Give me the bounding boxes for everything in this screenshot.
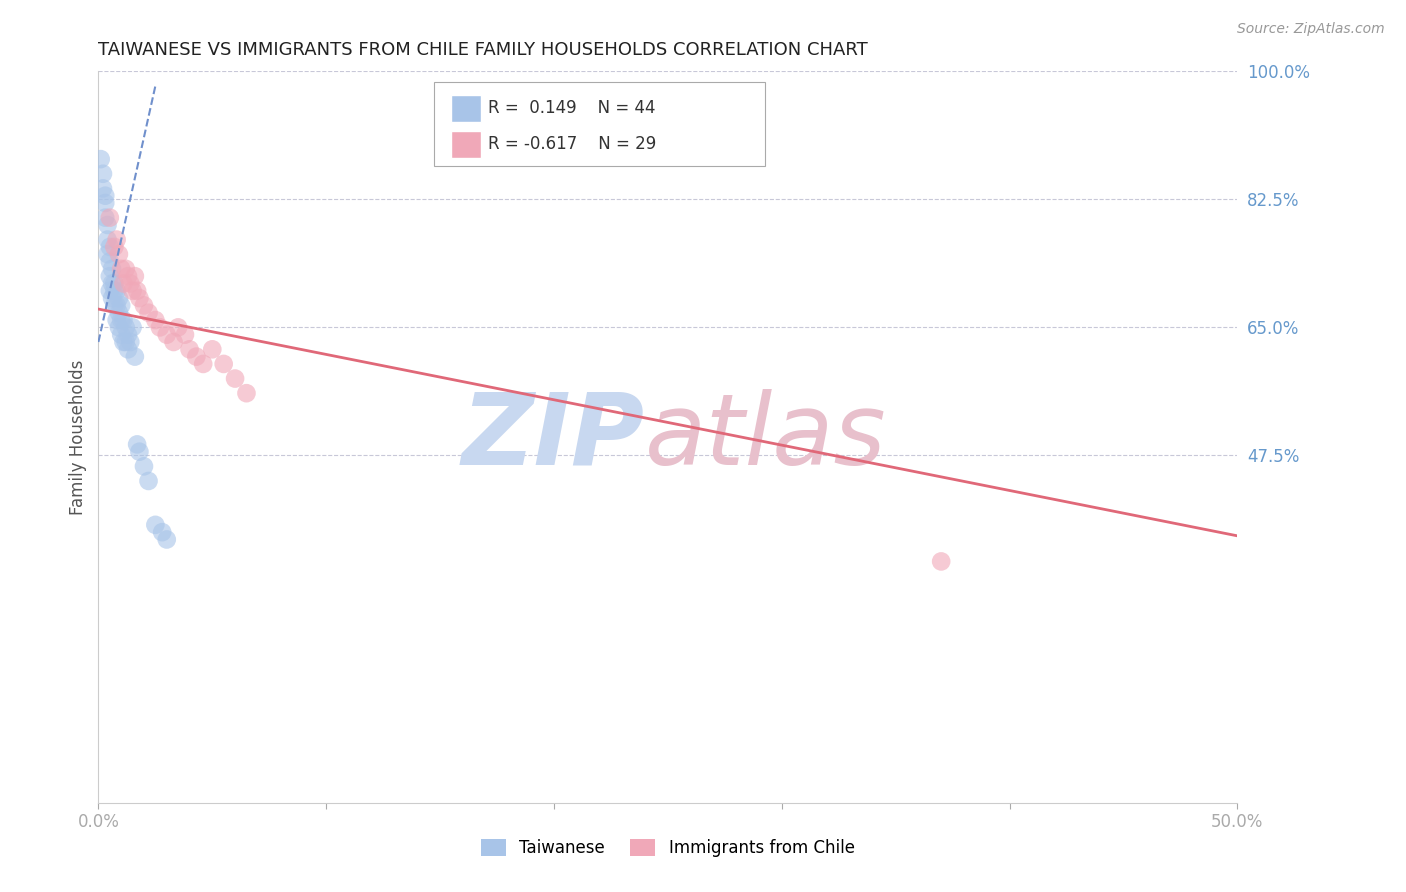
Point — [91, 167, 114, 181]
Y-axis label: Family Households: Family Households — [69, 359, 87, 515]
Point — [117, 327, 139, 342]
Point — [103, 298, 125, 312]
Point — [103, 284, 125, 298]
Point — [94, 196, 117, 211]
Point — [114, 320, 136, 334]
Point — [149, 320, 172, 334]
Text: atlas: atlas — [645, 389, 887, 485]
Point — [132, 298, 155, 312]
Point — [105, 284, 128, 298]
Point — [110, 327, 132, 342]
Point — [110, 261, 132, 276]
Point — [96, 247, 118, 261]
Point — [108, 306, 131, 320]
Point — [193, 357, 215, 371]
Point — [138, 474, 160, 488]
Point — [101, 277, 124, 291]
Point — [120, 277, 142, 291]
Point — [108, 291, 131, 305]
Point — [186, 350, 208, 364]
Point — [212, 357, 235, 371]
Point — [150, 525, 173, 540]
Point — [235, 386, 257, 401]
Point — [127, 284, 149, 298]
Text: Source: ZipAtlas.com: Source: ZipAtlas.com — [1237, 22, 1385, 37]
Point — [145, 313, 167, 327]
FancyBboxPatch shape — [451, 95, 481, 122]
Point — [128, 444, 150, 458]
Point — [103, 240, 125, 254]
Point — [101, 291, 124, 305]
Point — [124, 350, 146, 364]
Point — [110, 313, 132, 327]
Point — [114, 261, 136, 276]
Point — [117, 343, 139, 357]
Point — [105, 313, 128, 327]
Point — [110, 298, 132, 312]
Point — [98, 240, 121, 254]
Point — [128, 291, 150, 305]
Point — [156, 327, 179, 342]
Point — [127, 437, 149, 451]
Point — [91, 181, 114, 195]
Point — [138, 306, 160, 320]
Point — [101, 261, 124, 276]
Point — [121, 320, 143, 334]
Point — [179, 343, 201, 357]
FancyBboxPatch shape — [451, 131, 481, 158]
Point — [108, 320, 131, 334]
Point — [121, 284, 143, 298]
FancyBboxPatch shape — [434, 82, 765, 167]
Point — [114, 334, 136, 349]
Point — [105, 233, 128, 247]
Point — [132, 459, 155, 474]
Point — [117, 269, 139, 284]
Point — [96, 233, 118, 247]
Point — [98, 254, 121, 268]
Text: R = -0.617    N = 29: R = -0.617 N = 29 — [488, 136, 657, 153]
Point — [96, 218, 118, 232]
Text: ZIP: ZIP — [463, 389, 645, 485]
Point — [124, 269, 146, 284]
Point — [103, 277, 125, 291]
Point — [90, 152, 112, 166]
Point — [98, 269, 121, 284]
Text: TAIWANESE VS IMMIGRANTS FROM CHILE FAMILY HOUSEHOLDS CORRELATION CHART: TAIWANESE VS IMMIGRANTS FROM CHILE FAMIL… — [98, 41, 868, 59]
Legend: Taiwanese, Immigrants from Chile: Taiwanese, Immigrants from Chile — [474, 832, 862, 864]
Point — [929, 554, 952, 568]
Point — [112, 277, 135, 291]
Point — [201, 343, 224, 357]
Point — [94, 211, 117, 225]
Point — [167, 320, 190, 334]
Point — [112, 334, 135, 349]
Point — [105, 298, 128, 312]
Point — [156, 533, 179, 547]
Point — [98, 211, 121, 225]
Point — [94, 188, 117, 202]
Point — [145, 517, 167, 532]
Point — [224, 371, 246, 385]
Point — [108, 247, 131, 261]
Point — [120, 334, 142, 349]
Point — [174, 327, 197, 342]
Point — [112, 313, 135, 327]
Text: R =  0.149    N = 44: R = 0.149 N = 44 — [488, 99, 655, 117]
Point — [98, 284, 121, 298]
Point — [162, 334, 184, 349]
